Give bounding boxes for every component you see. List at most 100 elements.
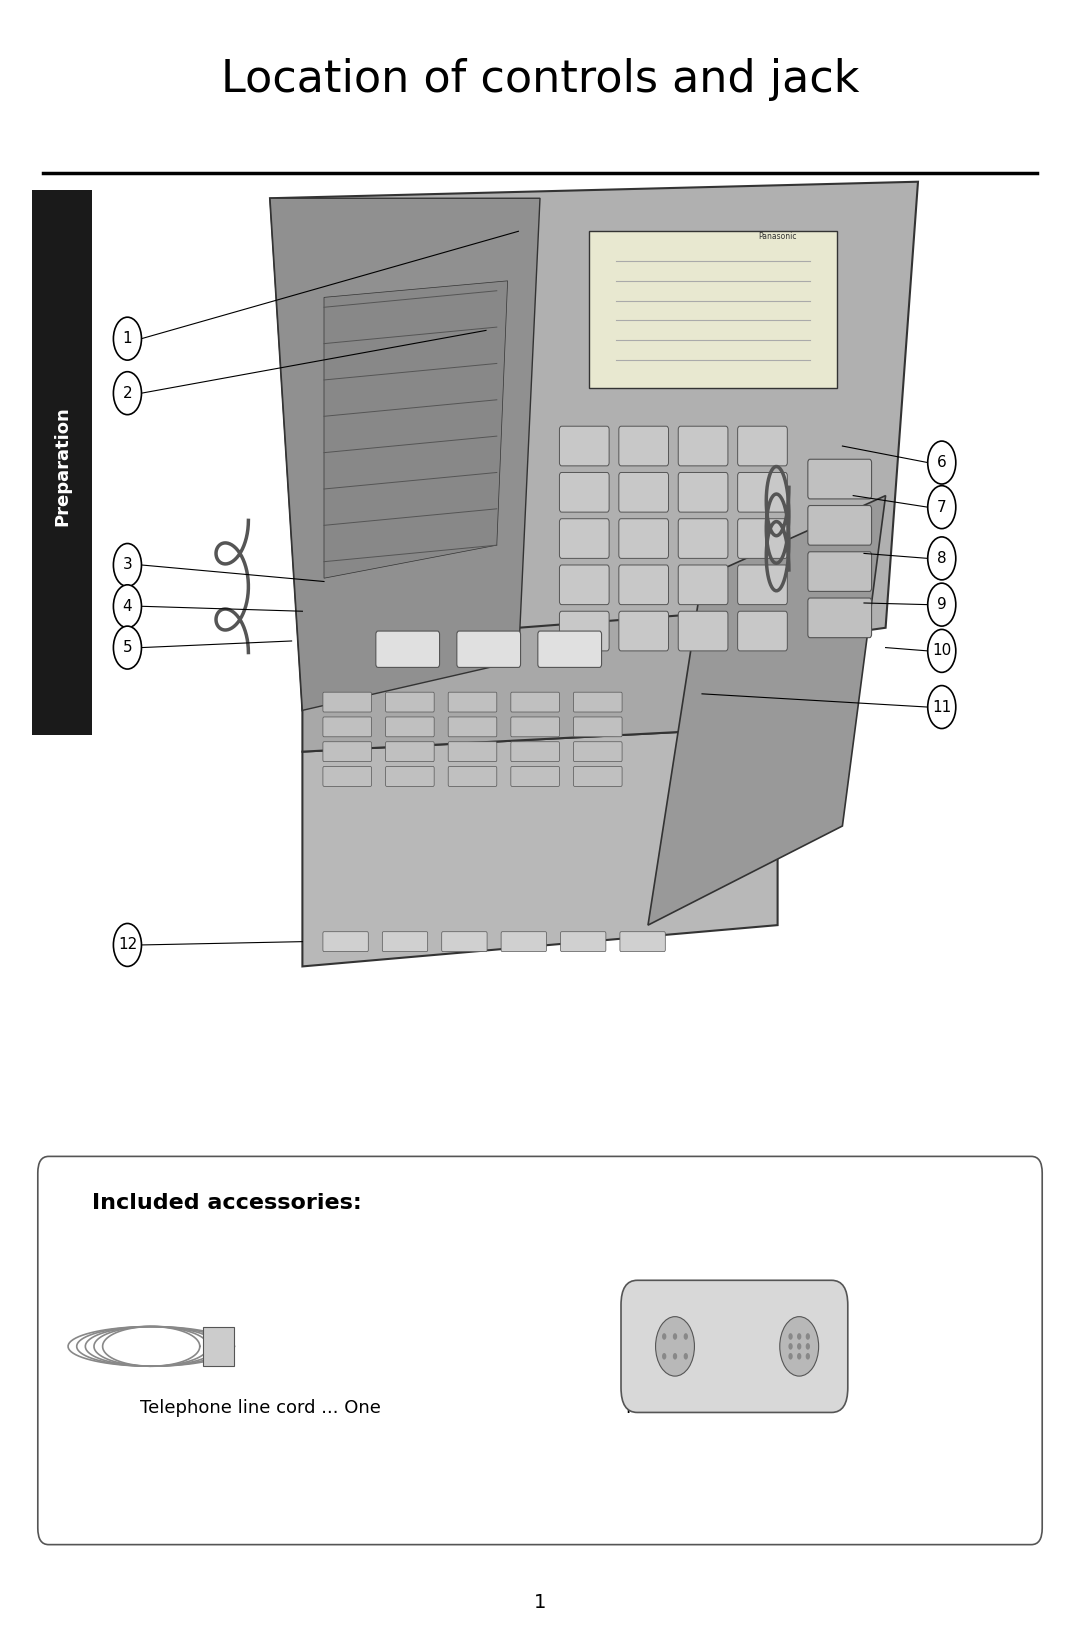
FancyBboxPatch shape — [323, 767, 372, 786]
Text: 8: 8 — [937, 550, 946, 567]
Text: Handset ... One: Handset ... One — [626, 1399, 767, 1416]
FancyBboxPatch shape — [619, 611, 669, 651]
FancyBboxPatch shape — [501, 932, 546, 952]
FancyBboxPatch shape — [738, 426, 787, 466]
FancyBboxPatch shape — [678, 519, 728, 558]
FancyBboxPatch shape — [559, 426, 609, 466]
FancyBboxPatch shape — [738, 472, 787, 512]
Circle shape — [113, 626, 141, 669]
Text: 5: 5 — [123, 639, 132, 656]
FancyBboxPatch shape — [448, 717, 497, 737]
Circle shape — [113, 317, 141, 360]
FancyBboxPatch shape — [738, 519, 787, 558]
FancyBboxPatch shape — [448, 742, 497, 762]
Text: 1: 1 — [534, 1593, 546, 1612]
Polygon shape — [324, 281, 508, 578]
FancyBboxPatch shape — [738, 565, 787, 605]
FancyBboxPatch shape — [323, 717, 372, 737]
Circle shape — [806, 1333, 810, 1340]
Text: Preparation: Preparation — [54, 406, 71, 525]
FancyBboxPatch shape — [619, 426, 669, 466]
Text: 11: 11 — [932, 699, 951, 715]
Circle shape — [113, 372, 141, 415]
FancyBboxPatch shape — [386, 742, 434, 762]
FancyBboxPatch shape — [559, 611, 609, 651]
Polygon shape — [302, 603, 842, 752]
FancyBboxPatch shape — [678, 472, 728, 512]
FancyBboxPatch shape — [738, 611, 787, 651]
FancyBboxPatch shape — [38, 1156, 1042, 1545]
FancyBboxPatch shape — [323, 932, 368, 952]
Circle shape — [806, 1353, 810, 1360]
FancyBboxPatch shape — [620, 932, 665, 952]
Text: Included accessories:: Included accessories: — [92, 1193, 362, 1213]
Circle shape — [673, 1333, 677, 1340]
Circle shape — [797, 1353, 801, 1360]
Circle shape — [113, 923, 141, 966]
FancyBboxPatch shape — [203, 1327, 234, 1366]
Circle shape — [656, 1317, 694, 1376]
FancyBboxPatch shape — [678, 426, 728, 466]
FancyBboxPatch shape — [386, 692, 434, 712]
Text: 3: 3 — [122, 557, 133, 573]
Circle shape — [673, 1353, 677, 1360]
FancyBboxPatch shape — [457, 631, 521, 667]
FancyBboxPatch shape — [511, 692, 559, 712]
FancyBboxPatch shape — [573, 767, 622, 786]
FancyBboxPatch shape — [573, 742, 622, 762]
FancyBboxPatch shape — [621, 1280, 848, 1412]
Text: 2: 2 — [123, 385, 132, 401]
Circle shape — [788, 1353, 793, 1360]
Text: 9: 9 — [936, 596, 947, 613]
Text: 7: 7 — [937, 499, 946, 515]
FancyBboxPatch shape — [511, 767, 559, 786]
FancyBboxPatch shape — [678, 611, 728, 651]
FancyBboxPatch shape — [808, 459, 872, 499]
Circle shape — [928, 441, 956, 484]
FancyBboxPatch shape — [32, 190, 92, 735]
FancyBboxPatch shape — [559, 472, 609, 512]
Text: Location of controls and jack: Location of controls and jack — [220, 58, 860, 101]
FancyBboxPatch shape — [386, 767, 434, 786]
Circle shape — [928, 537, 956, 580]
FancyBboxPatch shape — [808, 552, 872, 591]
Polygon shape — [302, 727, 778, 966]
Text: 1: 1 — [123, 330, 132, 347]
Text: 12: 12 — [118, 937, 137, 953]
Circle shape — [928, 583, 956, 626]
FancyBboxPatch shape — [448, 692, 497, 712]
FancyBboxPatch shape — [382, 932, 428, 952]
Text: 4: 4 — [123, 598, 132, 615]
Polygon shape — [648, 496, 886, 925]
Polygon shape — [270, 198, 540, 710]
FancyBboxPatch shape — [376, 631, 440, 667]
FancyBboxPatch shape — [559, 519, 609, 558]
Circle shape — [928, 629, 956, 672]
FancyBboxPatch shape — [573, 717, 622, 737]
Text: Telephone line cord ... One: Telephone line cord ... One — [140, 1399, 381, 1416]
Polygon shape — [270, 182, 918, 710]
FancyBboxPatch shape — [808, 506, 872, 545]
Circle shape — [928, 686, 956, 729]
FancyBboxPatch shape — [589, 231, 837, 388]
FancyBboxPatch shape — [511, 717, 559, 737]
Circle shape — [662, 1353, 666, 1360]
FancyBboxPatch shape — [619, 565, 669, 605]
Circle shape — [788, 1343, 793, 1350]
Circle shape — [806, 1343, 810, 1350]
FancyBboxPatch shape — [573, 692, 622, 712]
Text: Panasonic: Panasonic — [758, 231, 797, 241]
FancyBboxPatch shape — [323, 742, 372, 762]
FancyBboxPatch shape — [448, 767, 497, 786]
FancyBboxPatch shape — [511, 742, 559, 762]
Circle shape — [684, 1333, 688, 1340]
Circle shape — [684, 1353, 688, 1360]
Circle shape — [797, 1343, 801, 1350]
Circle shape — [928, 486, 956, 529]
FancyBboxPatch shape — [678, 565, 728, 605]
Circle shape — [797, 1333, 801, 1340]
FancyBboxPatch shape — [619, 519, 669, 558]
FancyBboxPatch shape — [442, 932, 487, 952]
Circle shape — [113, 544, 141, 586]
FancyBboxPatch shape — [559, 565, 609, 605]
